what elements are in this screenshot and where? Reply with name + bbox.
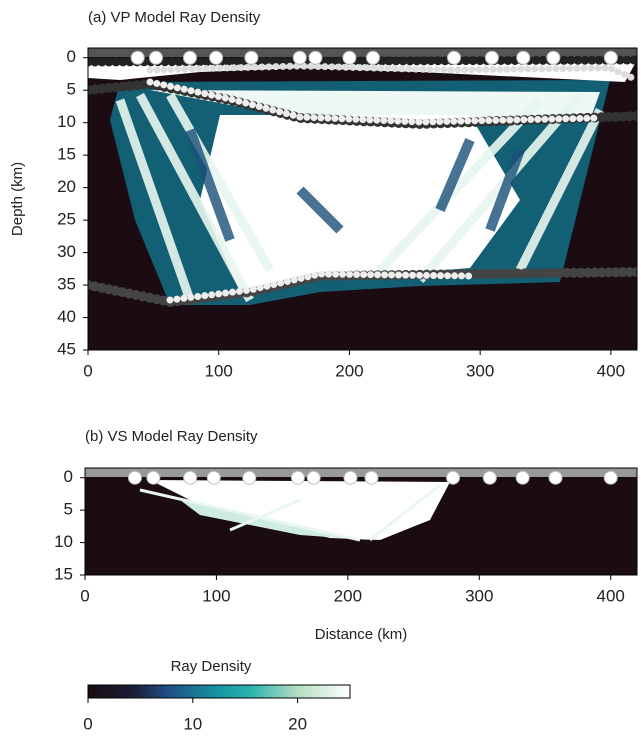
station [209, 50, 224, 65]
station [364, 470, 379, 485]
station [365, 50, 380, 65]
y-tick-label: 0 [64, 467, 73, 486]
y-tick-label: 45 [57, 339, 76, 358]
station [515, 470, 530, 485]
colorbar-tick-label: 0 [83, 714, 92, 733]
x-tick-label: 0 [80, 586, 89, 605]
station [183, 470, 198, 485]
station [206, 470, 221, 485]
y-tick-label: 30 [57, 242, 76, 261]
station [603, 50, 618, 65]
station [546, 50, 561, 65]
station [308, 50, 323, 65]
station [146, 470, 161, 485]
station [342, 50, 357, 65]
station [343, 470, 358, 485]
station [447, 50, 461, 65]
x-tick-label: 400 [597, 361, 625, 380]
y-tick-label: 25 [57, 210, 76, 229]
station [127, 470, 142, 485]
x-tick-label: 300 [466, 361, 494, 380]
y-axis-label: Depth (km) [9, 162, 26, 236]
y-tick-label: 15 [54, 564, 73, 583]
station [548, 470, 563, 485]
y-tick-label: 40 [57, 307, 76, 326]
station [290, 470, 305, 485]
station [306, 470, 321, 485]
station [603, 470, 618, 485]
y-tick-label: 5 [67, 80, 76, 99]
y-tick-label: 0 [67, 47, 76, 66]
colorbar-title: Ray Density [171, 658, 252, 675]
panel-title: (b) VS Model Ray Density [85, 428, 258, 445]
x-axis-label: Distance (km) [315, 626, 408, 643]
x-tick-label: 100 [205, 361, 233, 380]
y-tick-label: 5 [64, 500, 73, 519]
station [484, 50, 499, 65]
station [130, 50, 145, 65]
plot-frame [84, 467, 638, 576]
x-tick-label: 0 [83, 361, 92, 380]
station [482, 470, 497, 485]
y-tick-label: 10 [54, 532, 73, 551]
station [182, 50, 197, 65]
station [242, 470, 257, 485]
x-tick-label: 400 [597, 586, 625, 605]
station [292, 50, 307, 65]
colorbar [87, 684, 351, 699]
y-tick-label: 15 [57, 145, 76, 164]
plot-frame [87, 47, 638, 351]
colorbar-tick-label: 20 [288, 714, 307, 733]
station [148, 50, 163, 65]
panel-title: (a) VP Model Ray Density [88, 9, 261, 26]
station [516, 50, 531, 65]
y-tick-label: 35 [57, 275, 76, 294]
x-tick-label: 100 [202, 586, 230, 605]
x-tick-label: 300 [465, 586, 493, 605]
station [244, 50, 259, 65]
colorbar-tick-label: 10 [183, 714, 202, 733]
y-tick-label: 20 [57, 177, 76, 196]
ray-density-image [85, 468, 637, 575]
station [446, 470, 460, 485]
ray-density-image [88, 48, 637, 350]
y-tick-label: 10 [57, 112, 76, 131]
x-tick-label: 200 [335, 361, 363, 380]
x-tick-label: 200 [334, 586, 362, 605]
